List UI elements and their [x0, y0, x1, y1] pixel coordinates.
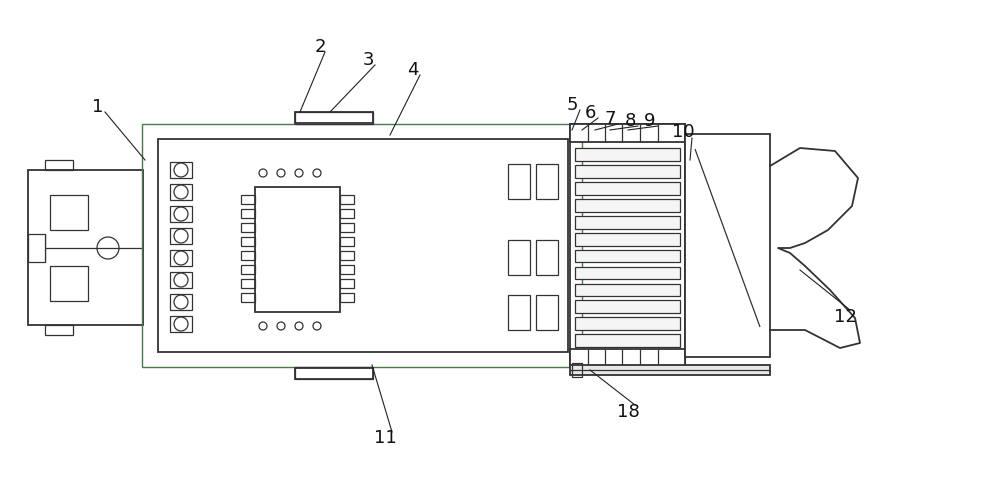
Bar	[570, 365, 770, 375]
Bar	[508, 240, 530, 275]
Bar	[142, 124, 582, 367]
Bar	[340, 195, 354, 204]
Text: 11: 11	[374, 429, 396, 447]
Bar	[340, 237, 354, 246]
Bar	[170, 206, 192, 222]
Bar	[50, 266, 88, 301]
Bar	[241, 293, 255, 302]
Text: 4: 4	[407, 61, 419, 79]
Bar	[28, 170, 143, 325]
Bar	[570, 124, 685, 367]
Bar	[575, 148, 680, 161]
Text: 5: 5	[566, 96, 578, 114]
Bar	[570, 124, 685, 142]
Bar	[170, 272, 192, 288]
Bar	[295, 112, 373, 123]
Bar	[508, 295, 530, 330]
Bar	[45, 325, 73, 335]
Bar	[536, 295, 558, 330]
Bar	[255, 187, 340, 312]
Bar	[241, 265, 255, 274]
Bar	[340, 293, 354, 302]
Bar	[158, 139, 568, 352]
Bar	[170, 162, 192, 178]
Bar	[575, 300, 680, 313]
Bar	[575, 182, 680, 194]
Text: 8: 8	[624, 112, 636, 130]
Text: 18: 18	[617, 403, 639, 421]
Bar	[241, 237, 255, 246]
Bar	[575, 334, 680, 347]
Bar	[241, 195, 255, 204]
Bar	[536, 164, 558, 199]
Bar	[575, 165, 680, 178]
Bar	[241, 279, 255, 288]
Bar	[170, 184, 192, 200]
Text: 1: 1	[92, 98, 104, 116]
Bar	[575, 318, 680, 330]
Text: 7: 7	[604, 110, 616, 128]
Bar	[241, 209, 255, 218]
Text: 10: 10	[672, 123, 694, 141]
Bar	[170, 250, 192, 266]
Bar	[295, 368, 373, 379]
Bar	[340, 279, 354, 288]
Bar	[170, 228, 192, 244]
Text: 3: 3	[362, 51, 374, 69]
Bar	[575, 216, 680, 228]
Bar	[575, 284, 680, 296]
Bar	[575, 250, 680, 262]
Bar	[28, 234, 45, 262]
Text: 9: 9	[644, 112, 656, 130]
Bar	[575, 233, 680, 245]
Text: 6: 6	[584, 104, 596, 122]
Bar	[241, 223, 255, 232]
Bar	[340, 223, 354, 232]
Bar	[45, 160, 73, 170]
Bar	[570, 349, 685, 367]
Bar	[241, 251, 255, 260]
Bar	[295, 112, 373, 124]
Bar	[340, 251, 354, 260]
Text: 2: 2	[314, 38, 326, 56]
Bar	[575, 199, 680, 211]
Bar	[685, 134, 770, 357]
Bar	[575, 266, 680, 280]
Bar	[340, 209, 354, 218]
Bar	[508, 164, 530, 199]
Bar	[536, 240, 558, 275]
Bar	[572, 363, 582, 377]
Bar	[295, 367, 373, 379]
Bar	[170, 294, 192, 310]
Text: 12: 12	[834, 308, 856, 326]
Bar	[170, 316, 192, 332]
Bar	[340, 265, 354, 274]
Bar	[50, 195, 88, 230]
